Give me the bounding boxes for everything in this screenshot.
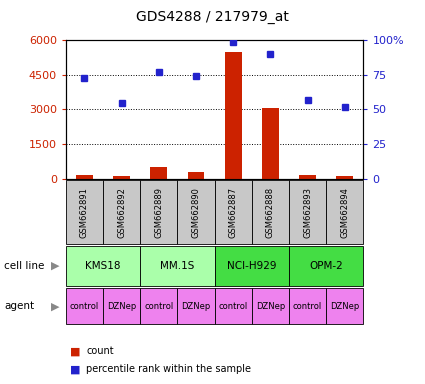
Text: GSM662890: GSM662890: [192, 187, 201, 238]
Text: ■: ■: [70, 364, 81, 374]
Text: ■: ■: [70, 346, 81, 356]
Text: control: control: [293, 302, 322, 311]
Text: control: control: [144, 302, 173, 311]
Bar: [262, 108, 279, 179]
Bar: [326, 288, 363, 324]
Bar: [252, 288, 289, 324]
Text: ▶: ▶: [51, 301, 60, 311]
Bar: [225, 52, 241, 179]
Text: GSM662892: GSM662892: [117, 187, 126, 238]
Text: GSM662888: GSM662888: [266, 187, 275, 238]
Text: DZNep: DZNep: [330, 302, 360, 311]
Text: DZNep: DZNep: [256, 302, 285, 311]
Bar: [289, 246, 363, 286]
Bar: [76, 175, 93, 179]
Text: DZNep: DZNep: [181, 302, 211, 311]
Bar: [140, 246, 215, 286]
Bar: [66, 288, 103, 324]
Text: GSM662894: GSM662894: [340, 187, 349, 238]
Bar: [66, 246, 140, 286]
Bar: [215, 288, 252, 324]
Text: MM.1S: MM.1S: [160, 261, 195, 271]
Text: GDS4288 / 217979_at: GDS4288 / 217979_at: [136, 10, 289, 23]
Bar: [289, 288, 326, 324]
Bar: [113, 176, 130, 179]
Bar: [337, 177, 353, 179]
Text: GSM662891: GSM662891: [80, 187, 89, 238]
Text: agent: agent: [4, 301, 34, 311]
Bar: [66, 180, 103, 244]
Text: GSM662893: GSM662893: [303, 187, 312, 238]
Bar: [178, 288, 215, 324]
Text: count: count: [86, 346, 114, 356]
Bar: [289, 180, 326, 244]
Bar: [150, 167, 167, 179]
Bar: [140, 180, 178, 244]
Bar: [252, 180, 289, 244]
Text: GSM662889: GSM662889: [154, 187, 163, 238]
Bar: [299, 175, 316, 179]
Text: control: control: [70, 302, 99, 311]
Bar: [188, 172, 204, 179]
Text: percentile rank within the sample: percentile rank within the sample: [86, 364, 251, 374]
Bar: [103, 288, 140, 324]
Text: control: control: [218, 302, 248, 311]
Bar: [215, 246, 289, 286]
Text: GSM662887: GSM662887: [229, 187, 238, 238]
Bar: [103, 180, 140, 244]
Bar: [326, 180, 363, 244]
Text: cell line: cell line: [4, 261, 45, 271]
Bar: [215, 180, 252, 244]
Bar: [178, 180, 215, 244]
Text: DZNep: DZNep: [107, 302, 136, 311]
Bar: [140, 288, 178, 324]
Text: KMS18: KMS18: [85, 261, 121, 271]
Text: NCI-H929: NCI-H929: [227, 261, 277, 271]
Text: OPM-2: OPM-2: [309, 261, 343, 271]
Text: ▶: ▶: [51, 261, 60, 271]
